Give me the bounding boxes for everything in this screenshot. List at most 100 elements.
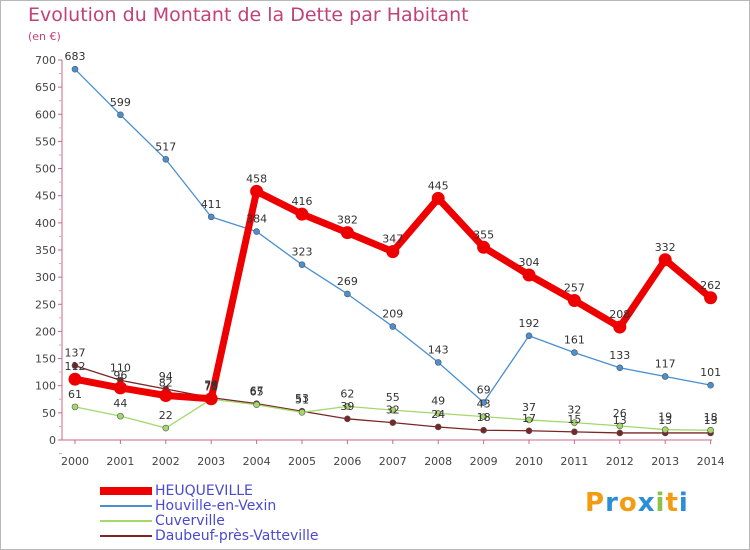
data-point (389, 419, 397, 426)
data-point (480, 413, 487, 420)
x-tick-label: 2006 (333, 455, 361, 468)
y-tick-label: 150 (35, 353, 56, 366)
data-point (477, 240, 491, 254)
data-label: 133 (609, 349, 630, 362)
data-point (434, 410, 442, 417)
data-point (250, 184, 264, 198)
data-label: 117 (655, 357, 676, 370)
y-tick-label: 700 (35, 54, 56, 67)
data-label: 192 (519, 317, 540, 330)
logo-letter: x (637, 488, 656, 518)
data-label: 262 (700, 279, 721, 292)
data-label: 18 (477, 411, 491, 424)
data-label: 13 (658, 414, 672, 427)
x-tick-label: 2011 (560, 455, 588, 468)
data-label: 347 (382, 233, 403, 246)
data-label: 62 (340, 387, 354, 400)
data-label: 13 (613, 414, 627, 427)
data-label: 332 (655, 241, 676, 254)
data-point (616, 364, 624, 372)
data-label: 384 (246, 213, 267, 226)
data-label: 137 (65, 347, 86, 360)
data-point (298, 409, 306, 416)
data-label: 15 (567, 413, 581, 426)
data-point (434, 423, 442, 431)
data-label: 599 (110, 96, 131, 109)
data-point (253, 228, 260, 235)
data-label: 22 (159, 409, 173, 422)
y-tick-label: 450 (35, 190, 56, 203)
data-label: 323 (292, 246, 313, 259)
y-tick-label: 350 (35, 244, 56, 257)
data-label: 44 (113, 397, 127, 410)
data-label: 67 (250, 385, 264, 398)
data-point (616, 422, 624, 430)
data-point (525, 427, 533, 435)
x-tick-label: 2014 (697, 455, 725, 468)
data-point (661, 426, 669, 433)
data-label: 69 (477, 384, 491, 397)
data-point (71, 65, 79, 73)
y-tick-label: 500 (35, 163, 56, 176)
data-point (522, 268, 536, 282)
data-label: 517 (155, 140, 176, 153)
data-point (117, 111, 124, 119)
data-label: 24 (431, 408, 445, 421)
data-label: 110 (110, 361, 131, 374)
data-label: 257 (564, 281, 585, 294)
y-tick-label: 550 (35, 135, 56, 148)
data-point (613, 320, 627, 334)
data-point (434, 359, 442, 366)
logo-letter: r (605, 488, 619, 518)
data-point (616, 429, 624, 437)
data-label: 49 (431, 394, 445, 407)
y-tick-label: 300 (35, 271, 56, 284)
legend-swatch (100, 520, 152, 522)
x-tick-label: 2002 (152, 455, 180, 468)
logo-letter: i (655, 488, 666, 518)
data-label: 209 (382, 308, 403, 321)
data-point (389, 323, 397, 330)
data-point (661, 373, 669, 380)
data-label: 101 (700, 366, 721, 379)
x-tick-label: 2007 (379, 455, 407, 468)
data-label: 208 (609, 308, 630, 321)
data-point (658, 253, 672, 267)
legend-item-heuqueville: HEUQUEVILLE (100, 483, 360, 499)
y-tick-label: 650 (35, 81, 56, 94)
data-point (704, 291, 718, 305)
legend-item-houville-en-vexin: Houville-en-Vexin (100, 498, 360, 514)
data-point (344, 415, 351, 423)
y-tick-label: 100 (35, 380, 56, 393)
data-point (386, 245, 400, 259)
proxiti-logo: Proxiti (585, 488, 689, 518)
data-label: 76 (204, 380, 218, 393)
data-point (162, 156, 170, 163)
legend-swatch (100, 487, 152, 495)
y-tick-label: 200 (35, 325, 56, 338)
logo-letter: i (678, 488, 689, 518)
data-label: 19 (658, 411, 672, 424)
x-tick-label: 2000 (61, 455, 89, 468)
data-label: 55 (386, 391, 400, 404)
data-label: 355 (473, 228, 494, 241)
data-label: 411 (201, 198, 222, 211)
data-label: 65 (250, 386, 264, 399)
data-point (525, 416, 533, 424)
y-tick-label: 600 (35, 108, 56, 121)
data-label: 161 (564, 334, 585, 347)
data-label: 51 (295, 393, 309, 406)
data-label: 75 (204, 380, 218, 393)
chart-unit: (en €) (28, 30, 61, 43)
data-point (117, 412, 124, 420)
data-point (207, 213, 215, 221)
data-point (525, 332, 533, 340)
data-label: 382 (337, 214, 358, 227)
data-point (707, 426, 714, 434)
data-label: 143 (428, 343, 449, 356)
data-point (571, 419, 578, 426)
data-label: 32 (386, 404, 400, 417)
data-label: 304 (519, 256, 540, 269)
legend-swatch (100, 535, 152, 537)
